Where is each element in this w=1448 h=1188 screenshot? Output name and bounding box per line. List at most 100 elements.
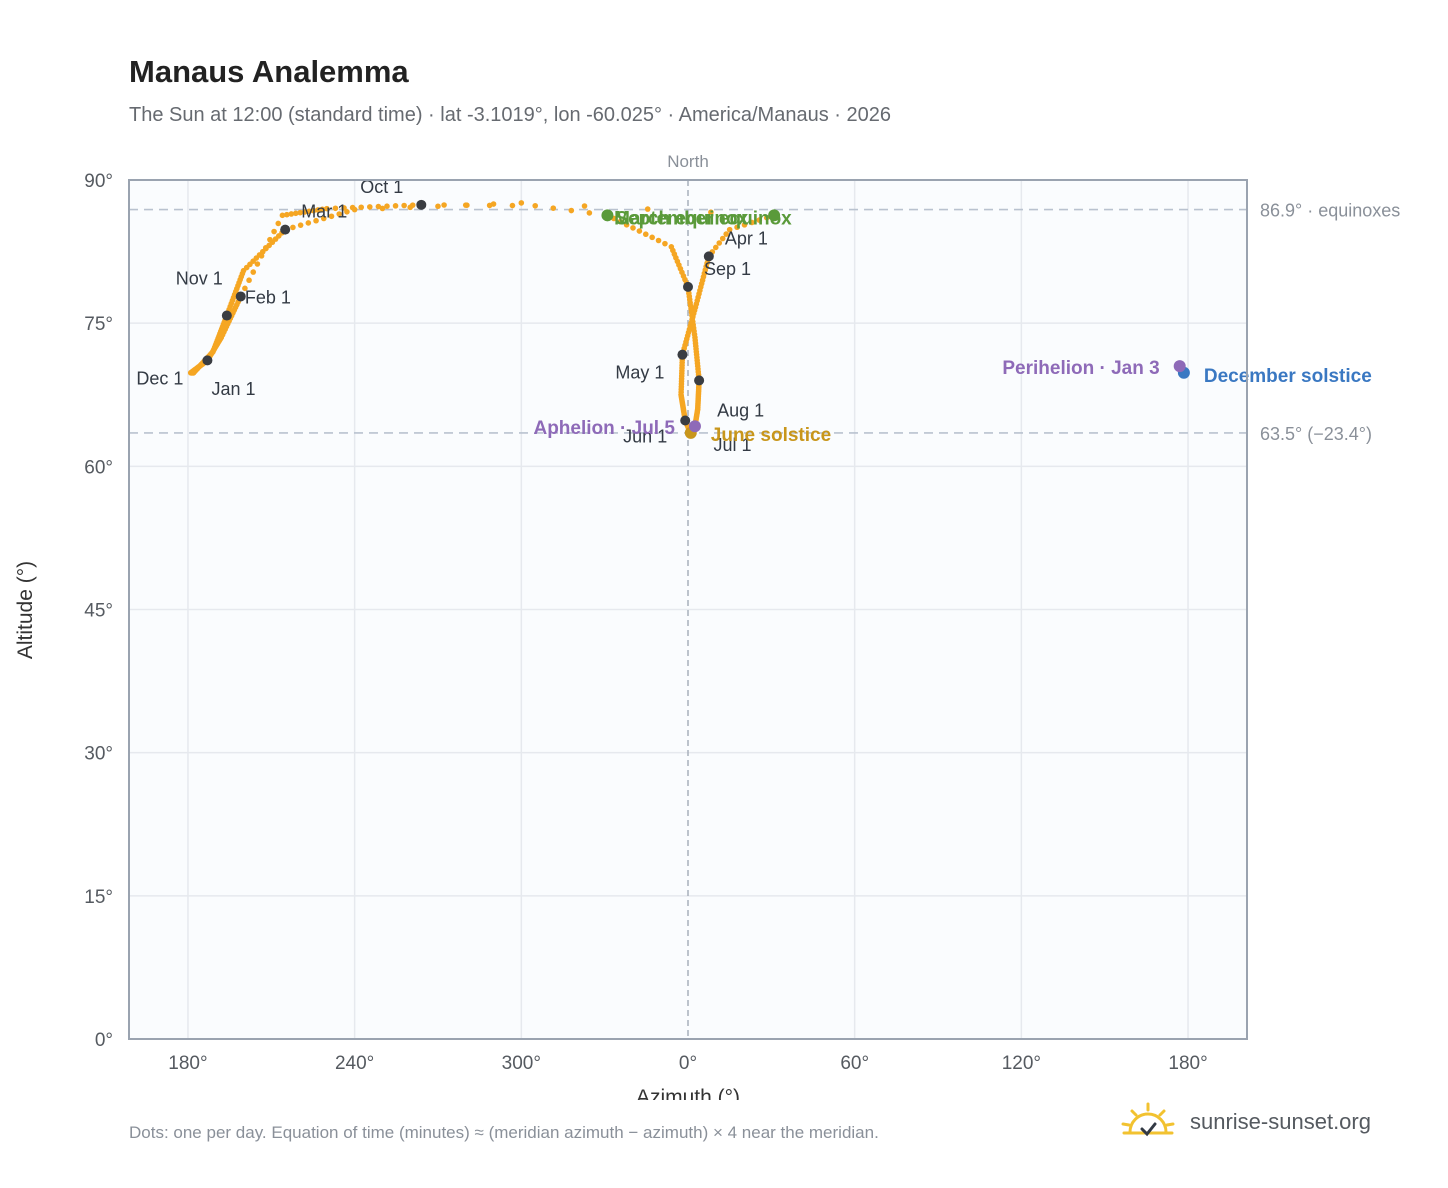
x-axis-label: Azimuth (°) (636, 1086, 740, 1100)
daily-dot (301, 209, 308, 215)
daily-dot (315, 207, 321, 213)
month-marker-label: Apr 1 (725, 228, 768, 248)
daily-dot (306, 208, 312, 215)
axes: 0° 15° 30° 45° 60° 75° 90° 180° 240° 300° 0° 60° 120… (84, 171, 1248, 1074)
daily-dot (297, 222, 304, 228)
page-title: Manaus Analemma (129, 54, 409, 89)
daily-dot (375, 203, 382, 210)
month-marker-dot (703, 251, 714, 262)
daily-dot (532, 202, 539, 209)
x-tick-label: 120° (1002, 1053, 1041, 1074)
month-marker-label: Jul 1 (714, 435, 752, 455)
daily-dot (655, 237, 662, 244)
daily-dot (392, 203, 399, 209)
event-marker-label: March equinox (614, 208, 749, 229)
event-marker-label: December solstice (1204, 366, 1372, 387)
daily-dot (319, 206, 326, 213)
x-tick-label: 180° (168, 1053, 207, 1074)
daily-dot (756, 217, 763, 223)
daily-dot (290, 224, 296, 231)
event-marker-dot (688, 420, 701, 433)
daily-dot (271, 228, 277, 235)
daily-dot (509, 202, 516, 209)
daily-dot (726, 226, 733, 233)
daily-dot (267, 236, 273, 243)
daily-dot (275, 220, 282, 227)
daily-dot (284, 211, 290, 218)
daily-dot (749, 219, 755, 226)
daily-dot (401, 202, 407, 209)
month-marker-dot (683, 281, 693, 292)
daily-dot (332, 205, 339, 212)
event-marker-label: Aphelion · Jul 5 (533, 418, 675, 439)
reference-line-label: 86.9° · equinoxes (1260, 201, 1400, 221)
daily-dot (623, 221, 630, 228)
y-tick-label: 30° (84, 744, 113, 765)
daily-dot (723, 231, 729, 237)
daily-dot (288, 211, 295, 217)
daily-dot (297, 209, 303, 216)
month-marker-label: Nov 1 (176, 268, 223, 288)
event-marker-dot (601, 209, 614, 222)
daily-dot (320, 215, 327, 222)
daily-dot (734, 224, 740, 231)
month-marker-label: Mar 1 (301, 202, 347, 222)
month-marker-dot (280, 224, 291, 235)
month-marker-label: Feb 1 (245, 288, 291, 308)
event-marker-label: June solstice (711, 425, 831, 446)
month-marker-label: Oct 1 (360, 177, 403, 197)
daily-dot (384, 203, 390, 210)
chart-subtitle: The Sun at 12:00 (standard time) · lat -… (129, 104, 891, 126)
daily-dot (409, 202, 416, 208)
daily-dot (250, 269, 257, 275)
daily-dot (763, 214, 770, 221)
month-marker-label: Sep 1 (704, 259, 751, 279)
sun-horizon-icon (1121, 1102, 1175, 1137)
month-marker-label: Jun 1 (623, 427, 667, 447)
daily-dot (341, 205, 347, 211)
daily-dot (336, 211, 343, 217)
daily-dot (279, 212, 286, 219)
x-tick-label: 300° (502, 1053, 541, 1074)
daily-dot (518, 200, 525, 206)
month-marker-label: Jan 1 (212, 379, 256, 399)
daily-dot (310, 207, 317, 214)
daily-dot (242, 285, 248, 292)
daily-dot (708, 209, 714, 216)
footnote: Dots: one per day. Equation of time (min… (129, 1123, 879, 1142)
event-markers: December solstice June solstice March equi… (533, 208, 1371, 446)
month-marker-dot (235, 291, 246, 302)
month-marker-dot (202, 355, 213, 366)
brand[interactable]: sunrise-sunset.org (1120, 1102, 1371, 1142)
y-tick-label: 60° (84, 457, 113, 478)
daily-dot (324, 205, 330, 212)
daily-dot (617, 218, 624, 225)
daily-dot (636, 228, 643, 234)
y-tick-label: 90° (84, 171, 113, 192)
month-marker-label: Aug 1 (717, 400, 764, 420)
event-marker-dot (1173, 360, 1186, 373)
daily-dot (305, 220, 312, 226)
reference-line-label: 63.5° (−23.4°) (1260, 424, 1372, 444)
daily-dot (630, 225, 636, 231)
y-tick-label: 75° (84, 314, 113, 335)
daily-dot (586, 210, 593, 216)
brand-name: sunrise-sunset.org (1190, 1109, 1371, 1134)
analemma-chart: 86.9° · equinoxes 63.5° (−23.4°) Jan 1 Feb… (14, 152, 1400, 1100)
daily-dot (262, 244, 269, 251)
daily-dot (649, 234, 655, 241)
month-marker-dot (416, 199, 427, 210)
x-tick-label: 180° (1168, 1053, 1207, 1074)
y-axis-label: Altitude (°) (14, 561, 37, 659)
daily-dot (550, 205, 557, 211)
daily-dot (568, 207, 575, 214)
month-marker-dot (680, 415, 691, 426)
daily-dot (644, 206, 651, 212)
daily-dot (349, 204, 356, 211)
daily-dot (190, 369, 197, 376)
daily-dot (313, 217, 319, 224)
daily-dot (344, 209, 350, 215)
daily-dot (581, 203, 588, 209)
daily-dot (668, 244, 675, 250)
event-marker-dot (768, 209, 781, 222)
